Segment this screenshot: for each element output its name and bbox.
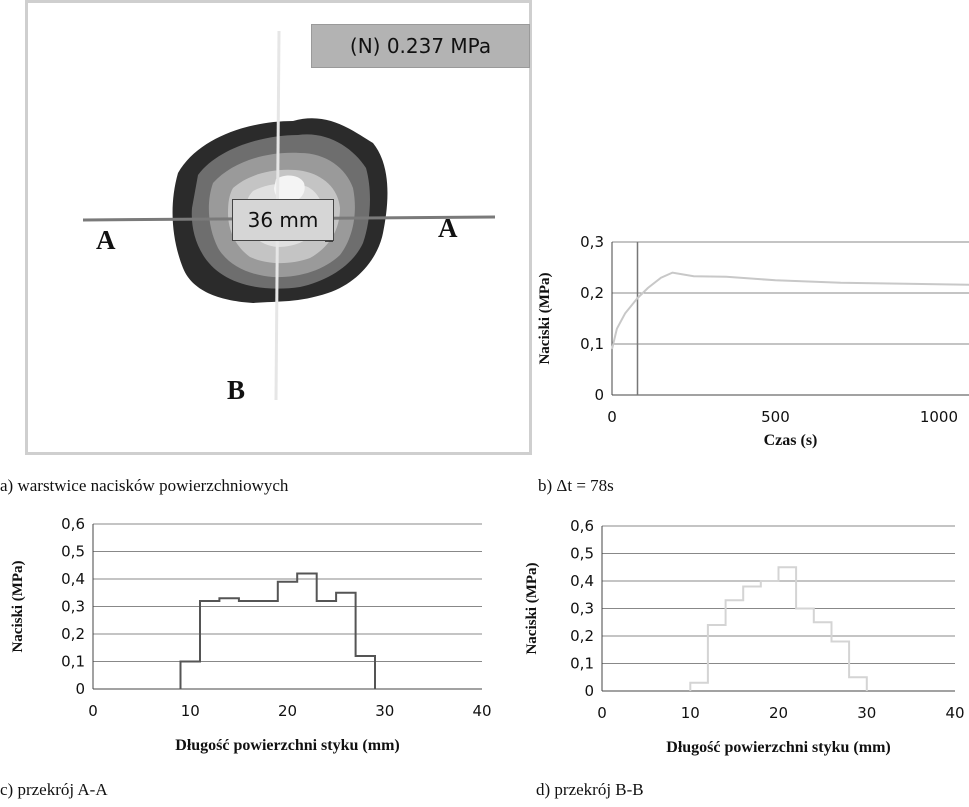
x-axis-title: Czas (s): [764, 432, 818, 449]
data-series-line: [689, 566, 868, 691]
chart-c: 0 0,1 0,2 0,3 0,4 0,5 0,6 0 10 20 30 40 Naciski (MPa…: [10, 515, 492, 754]
y-axis-title: Naciski (MPa): [524, 562, 540, 654]
y-tick-label: 0,4: [61, 570, 85, 588]
y-tick-label: 0,6: [570, 517, 594, 535]
x-tick-label: 30: [375, 702, 394, 720]
chart-b: 0 0,1 0,2 0,3 0 500 1000 Naciski (MPa) Czas (s): [537, 233, 969, 449]
x-axis-title: Długość powierzchni styku (mm): [175, 737, 399, 754]
section-marker-a-left: A: [96, 225, 116, 255]
section-marker-b: B: [227, 375, 246, 405]
x-tick-label: 40: [945, 704, 964, 722]
x-tick-label: 20: [769, 704, 788, 722]
y-tick-label: 0,3: [580, 233, 604, 251]
x-tick-label: 30: [857, 704, 876, 722]
caption-a: a) warstwice nacisków powierzchniowych: [0, 476, 289, 495]
y-tick-label: 0,6: [61, 515, 85, 533]
y-tick-label: 0,2: [570, 627, 594, 645]
y-tick-label: 0: [75, 680, 85, 698]
caption-c: c) przekrój A-A: [0, 780, 108, 799]
x-tick-label: 1000: [920, 408, 958, 426]
section-marker-a-right: A: [438, 213, 458, 243]
y-tick-label: 0,2: [61, 625, 85, 643]
x-tick-label: 10: [681, 704, 700, 722]
y-tick-label: 0,3: [570, 600, 594, 618]
caption-d: d) przekrój B-B: [536, 780, 644, 799]
contour-peak: [274, 175, 305, 203]
data-series-line: [611, 271, 969, 350]
y-tick-label: 0,5: [61, 543, 85, 561]
x-tick-label: 0: [88, 702, 98, 720]
caption-b: b) Δt = 78s: [538, 476, 614, 495]
data-series-line: [179, 572, 376, 689]
y-tick-label: 0,1: [580, 335, 604, 353]
y-tick-label: 0,1: [61, 653, 85, 671]
x-axis-title: Długość powierzchni styku (mm): [666, 739, 890, 756]
x-tick-label: 40: [472, 702, 491, 720]
x-tick-label: 0: [597, 704, 607, 722]
x-tick-label: 500: [761, 408, 790, 426]
dimension-label: 36 mm: [232, 199, 334, 241]
chart-d: 0 0,1 0,2 0,3 0,4 0,5 0,6 0 10 20 30 40 Naciski (MPa…: [524, 517, 965, 756]
y-tick-label: 0: [594, 386, 604, 404]
x-tick-label: 0: [607, 408, 617, 426]
y-tick-label: 0,4: [570, 572, 594, 590]
x-tick-label: 10: [181, 702, 200, 720]
y-axis-title: Naciski (MPa): [10, 560, 26, 652]
y-tick-label: 0,2: [580, 284, 604, 302]
y-tick-label: 0,1: [570, 655, 594, 673]
y-tick-label: 0,5: [570, 545, 594, 563]
y-tick-label: 0: [584, 682, 594, 700]
contour-map-panel: (N) 0.237 MPa 36 mm A A B: [25, 0, 532, 455]
y-axis-title: Naciski (MPa): [537, 272, 553, 364]
pressure-readout: (N) 0.237 MPa: [311, 24, 530, 68]
y-tick-label: 0,3: [61, 598, 85, 616]
x-tick-label: 20: [278, 702, 297, 720]
